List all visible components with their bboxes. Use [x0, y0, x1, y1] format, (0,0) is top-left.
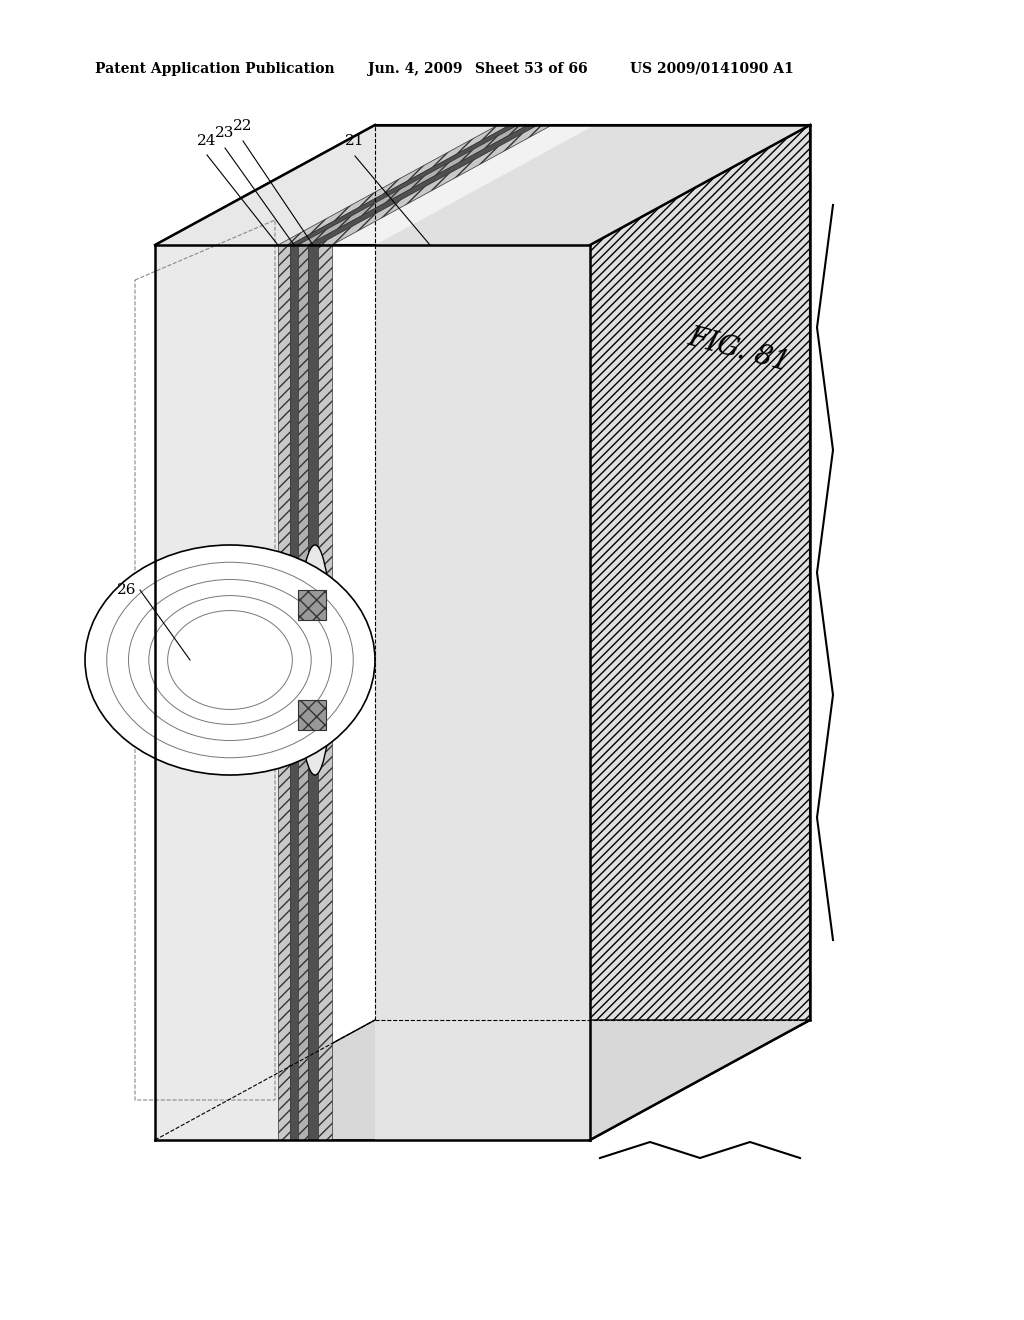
Polygon shape	[298, 246, 308, 1140]
Text: Patent Application Publication: Patent Application Publication	[95, 62, 335, 77]
Text: US 2009/0141090 A1: US 2009/0141090 A1	[630, 62, 794, 77]
Polygon shape	[278, 125, 510, 246]
Polygon shape	[375, 246, 590, 1140]
Polygon shape	[298, 700, 326, 730]
Polygon shape	[290, 246, 298, 1140]
Text: Jun. 4, 2009: Jun. 4, 2009	[368, 62, 463, 77]
Polygon shape	[278, 246, 290, 1140]
Polygon shape	[590, 125, 810, 1140]
Polygon shape	[298, 590, 326, 620]
Polygon shape	[290, 125, 518, 246]
Polygon shape	[155, 246, 590, 1140]
Polygon shape	[318, 125, 552, 246]
Polygon shape	[318, 246, 332, 1140]
Text: 24: 24	[198, 135, 217, 148]
Polygon shape	[155, 125, 810, 246]
Polygon shape	[155, 1020, 810, 1140]
Polygon shape	[375, 125, 810, 246]
Polygon shape	[155, 246, 295, 1140]
Ellipse shape	[298, 545, 333, 775]
Ellipse shape	[85, 545, 375, 775]
Polygon shape	[155, 125, 515, 246]
Text: 26: 26	[117, 583, 136, 597]
Text: 23: 23	[215, 125, 234, 140]
Text: Sheet 53 of 66: Sheet 53 of 66	[475, 62, 588, 77]
Polygon shape	[298, 125, 528, 246]
Text: FIG. 81: FIG. 81	[685, 323, 793, 376]
Text: 22: 22	[233, 119, 253, 133]
Polygon shape	[308, 246, 318, 1140]
Text: 21: 21	[345, 135, 365, 148]
Polygon shape	[308, 125, 538, 246]
